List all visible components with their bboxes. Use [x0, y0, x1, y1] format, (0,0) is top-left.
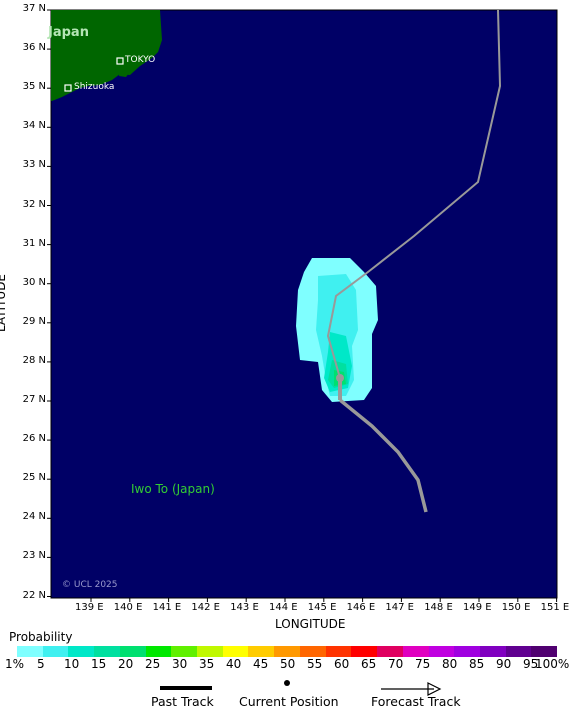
- lon-tick-label: 151 E: [540, 602, 570, 613]
- y-axis-title: LATITUDE: [0, 273, 9, 333]
- legend-stop-label: 90: [496, 657, 512, 671]
- lon-tick-label: 142 E: [191, 602, 220, 613]
- forecast-track-symbol: [381, 682, 442, 696]
- lon-tick-label: 144 E: [269, 602, 298, 613]
- past-track-symbol: [160, 686, 212, 690]
- japan-landmass: [51, 10, 162, 101]
- lon-tick-label: 147 E: [385, 602, 414, 613]
- lon-tick-label: 145 E: [307, 602, 337, 613]
- legend-stop-label: 5: [37, 657, 45, 671]
- lon-tick-label: 143 E: [230, 602, 259, 613]
- lat-tick-label: 35 N: [22, 81, 46, 93]
- legend-stop-label: 20: [118, 657, 134, 671]
- legend-swatch: [531, 646, 558, 657]
- legend-stop-label: 95: [523, 657, 539, 671]
- lat-tick-label: 22 N: [22, 589, 46, 601]
- lat-tick-label: 32 N: [22, 198, 46, 210]
- lon-tick-label: 146 E: [346, 602, 376, 613]
- legend-swatch: [119, 646, 146, 657]
- current-position-symbol: [284, 680, 290, 686]
- legend-stop-label: 40: [226, 657, 242, 671]
- legend-stop-label: 70: [388, 657, 404, 671]
- legend-swatch: [68, 646, 95, 657]
- lon-tick-label: 149 E: [463, 602, 492, 613]
- legend-swatch: [17, 646, 43, 657]
- legend-stop-label: 75: [415, 657, 431, 671]
- lat-tick-label: 31 N: [22, 237, 46, 249]
- past-track-label: Past Track: [151, 694, 214, 709]
- lat-tick-label: 33 N: [22, 159, 46, 171]
- lat-tick-label: 26 N: [22, 433, 46, 445]
- legend-swatch: [42, 646, 69, 657]
- legend-title: Probability: [9, 630, 73, 644]
- lat-tick-label: 36 N: [22, 42, 46, 54]
- legend-stop-label: 30: [172, 657, 188, 671]
- legend-stop-label: 10: [64, 657, 80, 671]
- legend-stop-label: 100%: [535, 657, 570, 671]
- past-track-line: [338, 398, 428, 513]
- legend-swatch: [94, 646, 120, 657]
- axis-ticks: [47, 9, 558, 602]
- legend-swatch: [299, 646, 326, 657]
- legend-stop-label: 65: [361, 657, 377, 671]
- boso-peninsula: [119, 63, 131, 77]
- current-position-marker: [336, 374, 344, 382]
- shizuoka-marker: [64, 84, 72, 92]
- lat-tick-label: 25 N: [22, 472, 46, 484]
- legend-stop-label: 60: [334, 657, 350, 671]
- legend-stop-label: 25: [145, 657, 161, 671]
- legend-swatch: [145, 646, 172, 657]
- lat-tick-label: 23 N: [22, 550, 46, 562]
- legend-swatch: [402, 646, 429, 657]
- legend-swatch: [428, 646, 455, 657]
- legend-swatch: [325, 646, 352, 657]
- lon-tick-label: 150 E: [501, 602, 531, 613]
- current-position-label: Current Position: [239, 694, 339, 709]
- legend-stop-label: 50: [280, 657, 296, 671]
- legend-stop-label: 1%: [5, 657, 25, 671]
- probability-color-bar: [17, 646, 558, 657]
- x-axis-title: LONGITUDE: [275, 617, 346, 631]
- legend-swatch: [505, 646, 532, 657]
- legend-swatch: [197, 646, 223, 657]
- lat-tick-label: 29 N: [22, 315, 46, 327]
- legend-stop-label: 55: [307, 657, 323, 671]
- tokyo-marker: [116, 57, 124, 65]
- shizuoka-label: Shizuoka: [74, 82, 115, 92]
- lat-tick-label: 27 N: [22, 394, 46, 405]
- lat-tick-label: 30 N: [22, 276, 46, 288]
- legend-stop-label: 35: [199, 657, 215, 671]
- legend-swatch: [248, 646, 275, 657]
- lon-tick-label: 140 E: [113, 602, 143, 613]
- legend-swatch: [479, 646, 506, 657]
- legend-stop-label: 45: [253, 657, 269, 671]
- legend-stop-label: 85: [469, 657, 485, 671]
- iwo-to-label: Iwo To (Japan): [131, 482, 215, 496]
- lon-tick-label: 148 E: [424, 602, 453, 613]
- legend-swatch: [222, 646, 249, 657]
- legend-stop-label: 80: [442, 657, 458, 671]
- lon-tick-label: 139 E: [75, 602, 104, 613]
- legend-stop-label: 15: [91, 657, 107, 671]
- legend-swatch: [351, 646, 378, 657]
- lat-tick-label: 34 N: [22, 120, 46, 132]
- forecast-track-label: Forecast Track: [371, 694, 461, 709]
- tokyo-label: TOKYO: [125, 55, 156, 65]
- lon-tick-label: 141 E: [152, 602, 182, 613]
- legend-swatch: [454, 646, 480, 657]
- legend-swatch: [274, 646, 300, 657]
- japan-label: Japan: [48, 25, 89, 40]
- copyright-label: © UCL 2025: [62, 580, 118, 590]
- forecast-track-line: [326, 9, 502, 379]
- lat-tick-label: 37 N: [22, 3, 46, 14]
- lat-tick-label: 24 N: [22, 511, 46, 523]
- legend-swatch: [171, 646, 198, 657]
- lat-tick-label: 28 N: [22, 354, 46, 366]
- legend-swatch: [377, 646, 403, 657]
